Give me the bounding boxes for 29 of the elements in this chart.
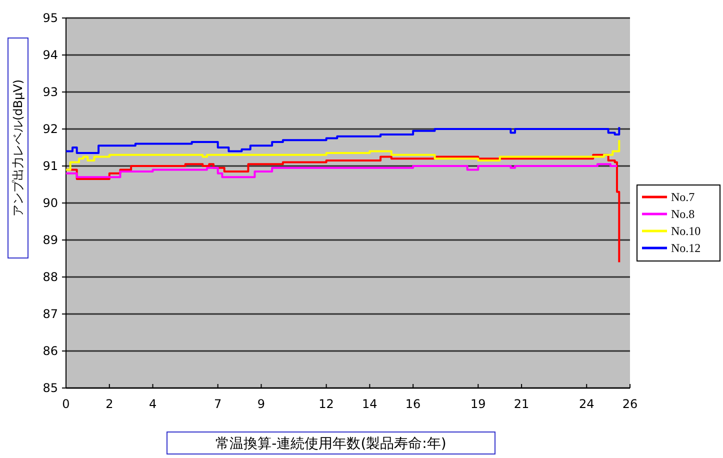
x-tick-label: 14 (362, 397, 378, 411)
y-tick-label: 86 (42, 344, 58, 358)
y-tick-label: 88 (42, 270, 58, 284)
legend-label: No.8 (671, 207, 695, 222)
x-tick-label: 7 (214, 397, 222, 411)
y-tick-label: 93 (42, 85, 58, 100)
x-tick-label: 16 (405, 397, 421, 411)
x-tick-label: 2 (106, 397, 114, 411)
y-tick-label: 91 (42, 159, 58, 174)
y-tick-label: 87 (42, 307, 58, 322)
legend-label: No.7 (671, 190, 695, 204)
legend-label: No.12 (671, 241, 701, 256)
x-tick-label: 24 (578, 397, 594, 411)
legend-label: No.10 (671, 224, 701, 238)
y-tick-label: 90 (42, 196, 58, 210)
y-tick-label: 94 (42, 48, 58, 62)
y-tick-label: 89 (42, 233, 58, 248)
y-tick-label: 85 (42, 381, 58, 396)
x-tick-label: 19 (470, 397, 486, 411)
x-tick-label: 26 (622, 397, 638, 411)
y-tick-label: 92 (42, 122, 58, 136)
x-tick-label: 21 (514, 397, 530, 411)
x-tick-label: 4 (148, 397, 157, 411)
y-axis-title: アンプ出力レベル(dBμV) (11, 79, 25, 217)
y-tick-label: 95 (42, 11, 58, 26)
x-tick-label: 12 (318, 397, 334, 411)
x-tick-label: 0 (62, 397, 70, 411)
x-axis-title: 常温換算-連続使用年数(製品寿命:年) (216, 436, 446, 452)
x-tick-label: 9 (257, 397, 266, 411)
